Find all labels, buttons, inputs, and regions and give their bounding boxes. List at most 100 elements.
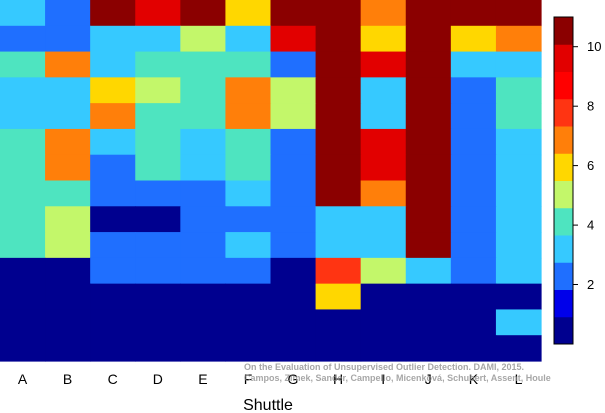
x-tick-label: L [515, 371, 523, 387]
heatmap-cell [90, 335, 136, 362]
heatmap-cell [45, 309, 91, 336]
x-tick-label: B [63, 371, 72, 387]
heatmap-cell [90, 232, 136, 259]
heatmap-cell [45, 180, 91, 207]
heatmap-cell [0, 335, 46, 362]
heatmap-cell [225, 128, 272, 156]
heatmap-cell [495, 103, 542, 130]
heatmap-cell [450, 77, 497, 104]
heatmap-cell [495, 309, 542, 336]
heatmap-cell [270, 103, 317, 130]
x-tick-label: I [381, 371, 385, 387]
heatmap-cell [180, 77, 227, 104]
heatmap-cell [225, 77, 272, 104]
heatmap-cell [360, 283, 407, 311]
heatmap-cell [405, 154, 452, 182]
heatmap-cell [45, 335, 91, 362]
heatmap-cell [270, 154, 317, 182]
x-tick-label: A [18, 371, 28, 387]
heatmap-cell [0, 257, 46, 285]
heatmap-cell [0, 180, 46, 207]
heatmap-cell [405, 51, 452, 78]
heatmap-cell [270, 206, 317, 233]
colorbar-segment [554, 71, 573, 100]
colorbar-frame [553, 16, 574, 345]
heatmap-cell [225, 232, 272, 259]
heatmap-cell [45, 206, 91, 233]
heatmap-cell [45, 0, 91, 27]
heatmap-cell [270, 25, 317, 53]
heatmap-cell [270, 51, 317, 78]
heatmap-cell [0, 283, 46, 311]
heatmap-cell [450, 25, 497, 53]
heatmap-cell [495, 128, 542, 156]
heatmap-cell [450, 232, 497, 259]
heatmap-cell [495, 206, 542, 233]
colorbar [553, 16, 574, 345]
heatmap-cell [495, 283, 542, 311]
heatmap-cell [225, 103, 272, 130]
heatmap-cell [0, 232, 46, 259]
heatmap-cell [360, 154, 407, 182]
heatmap-cell [360, 77, 407, 104]
heatmap-cell [180, 25, 227, 53]
heatmap-cell [225, 25, 272, 53]
heatmap-cell [405, 77, 452, 104]
heatmap-cell [0, 77, 46, 104]
heatmap-cell [495, 25, 542, 53]
watermark-line-1: On the Evaluation of Unsupervised Outlie… [244, 362, 524, 372]
heatmap-cell [315, 283, 362, 311]
heatmap-cell [495, 335, 542, 362]
heatmap-cell [90, 257, 136, 285]
heatmap-cell [135, 257, 181, 285]
heatmap-cell [0, 51, 46, 78]
heatmap-cell [315, 77, 362, 104]
x-tick-label: G [288, 371, 299, 387]
heatmap-cell [180, 283, 227, 311]
heatmap-cell [360, 128, 407, 156]
heatmap-cell [180, 335, 227, 362]
heatmap-cell [180, 232, 227, 259]
heatmap-cell [90, 206, 136, 233]
colorbar-segment [554, 98, 573, 127]
heatmap-cell [45, 51, 91, 78]
heatmap-cell [135, 51, 181, 78]
heatmap-cell [45, 25, 91, 53]
heatmap-cell [450, 309, 497, 336]
heatmap-cell [315, 232, 362, 259]
heatmap-cell [270, 77, 317, 104]
heatmap-cell [180, 206, 227, 233]
heatmap-cell [405, 257, 452, 285]
heatmap-cell [270, 257, 317, 285]
heatmap-cell [225, 51, 272, 78]
heatmap-cell [405, 25, 452, 53]
x-tick-label: H [333, 371, 343, 387]
watermark-line-2: Campos, Zimek, Sander, Campello, Micenko… [244, 373, 551, 383]
heatmap-cell [270, 232, 317, 259]
heatmap-cell [90, 283, 136, 311]
heatmap-cell [270, 309, 317, 336]
heatmap-cell [315, 154, 362, 182]
heatmap-cell [270, 335, 317, 362]
heatmap-cell [135, 283, 181, 311]
heatmap-cell [360, 206, 407, 233]
heatmap-cell [0, 0, 46, 27]
heatmap-cell [450, 206, 497, 233]
heatmap-cell [135, 232, 181, 259]
colorbar-segment [554, 17, 573, 45]
heatmap-cell [225, 335, 272, 362]
heatmap-cell [45, 283, 91, 311]
heatmap-cell [405, 335, 452, 362]
heatmap-cell [180, 103, 227, 130]
colorbar-segment [554, 126, 573, 154]
heatmap-cell [495, 0, 542, 27]
heatmap-cell [45, 77, 91, 104]
heatmap-cell [45, 154, 91, 182]
heatmap-cell [405, 103, 452, 130]
heatmap-cell [135, 128, 181, 156]
heatmap-cell [45, 232, 91, 259]
heatmap-cell [225, 206, 272, 233]
heatmap-cell [225, 309, 272, 336]
heatmap-cell [315, 0, 362, 27]
heatmap-cell [360, 51, 407, 78]
